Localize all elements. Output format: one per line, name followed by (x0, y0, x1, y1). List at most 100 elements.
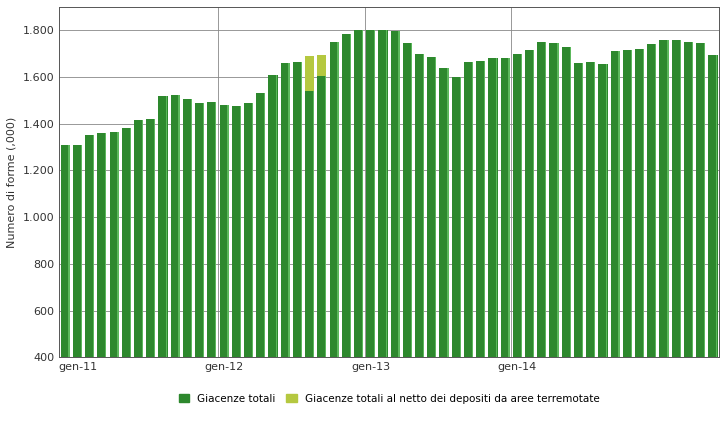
Bar (97, 133, 107, 357)
Bar (215, 101, 216, 357)
Bar (378, 30, 388, 357)
Bar (704, 43, 705, 357)
Bar (73, 145, 82, 357)
Bar (709, 55, 717, 357)
Bar (415, 75, 424, 357)
Bar (154, 119, 155, 357)
Bar (325, 76, 326, 357)
Bar (423, 54, 424, 357)
Bar (574, 63, 583, 357)
Bar (643, 49, 644, 357)
Bar (550, 43, 558, 357)
Bar (305, 91, 314, 357)
Bar (288, 63, 290, 357)
Bar (342, 34, 351, 357)
Bar (93, 135, 94, 357)
Bar (525, 50, 534, 357)
Bar (252, 103, 253, 357)
Bar (313, 91, 314, 357)
Bar (428, 57, 436, 357)
Bar (240, 106, 241, 357)
Bar (460, 77, 461, 357)
Bar (533, 50, 534, 357)
Bar (391, 32, 400, 357)
Bar (374, 30, 375, 357)
Bar (166, 96, 168, 357)
Bar (386, 30, 388, 357)
Bar (391, 44, 400, 357)
Bar (598, 64, 608, 357)
Bar (129, 129, 131, 357)
Bar (256, 93, 265, 357)
Bar (648, 44, 656, 357)
Bar (269, 75, 277, 357)
Bar (330, 49, 338, 357)
Bar (366, 30, 375, 357)
Bar (659, 40, 669, 357)
Bar (606, 64, 608, 357)
Bar (171, 94, 180, 357)
Bar (611, 51, 620, 357)
Bar (403, 68, 412, 357)
Bar (378, 41, 388, 357)
Bar (696, 43, 705, 357)
Bar (293, 62, 302, 357)
Bar (146, 119, 155, 357)
Bar (489, 58, 497, 357)
Bar (716, 55, 717, 357)
Bar (134, 120, 143, 357)
Bar (122, 129, 131, 357)
Bar (362, 30, 363, 357)
Bar (594, 62, 595, 357)
Bar (569, 47, 571, 357)
Bar (349, 34, 351, 357)
Bar (232, 106, 241, 357)
Bar (508, 58, 510, 357)
Bar (582, 63, 583, 357)
Bar (655, 44, 656, 357)
Bar (219, 105, 229, 357)
Bar (545, 42, 546, 357)
Bar (105, 133, 106, 357)
Bar (447, 68, 449, 357)
Bar (276, 75, 277, 357)
Bar (623, 50, 632, 357)
Y-axis label: Numero di forme (,000): Numero di forme (,000) (7, 117, 17, 248)
Bar (464, 62, 473, 357)
Bar (81, 145, 82, 357)
Bar (301, 62, 302, 357)
Bar (317, 76, 327, 357)
Bar (354, 41, 363, 357)
Bar (472, 62, 473, 357)
Bar (692, 42, 693, 357)
Bar (439, 68, 449, 357)
Bar (208, 101, 216, 357)
Bar (305, 56, 314, 357)
Bar (496, 58, 497, 357)
Bar (354, 30, 363, 357)
Bar (537, 42, 547, 357)
Bar (415, 54, 424, 357)
Bar (264, 93, 265, 357)
Bar (110, 132, 118, 357)
Bar (158, 96, 168, 357)
Bar (635, 49, 644, 357)
Bar (476, 61, 485, 357)
Bar (513, 54, 522, 357)
Bar (142, 120, 143, 357)
Bar (452, 77, 461, 357)
Bar (684, 42, 693, 357)
Bar (586, 62, 595, 357)
Bar (403, 43, 412, 357)
Legend: Giacenze totali, Giacenze totali al netto dei depositi da aree terremotate: Giacenze totali, Giacenze totali al nett… (174, 390, 604, 408)
Bar (330, 42, 338, 357)
Bar (366, 42, 375, 357)
Bar (562, 47, 571, 357)
Bar (68, 145, 70, 357)
Bar (85, 135, 94, 357)
Bar (667, 40, 669, 357)
Bar (342, 42, 351, 357)
Bar (191, 99, 192, 357)
Bar (195, 103, 204, 357)
Bar (203, 103, 204, 357)
